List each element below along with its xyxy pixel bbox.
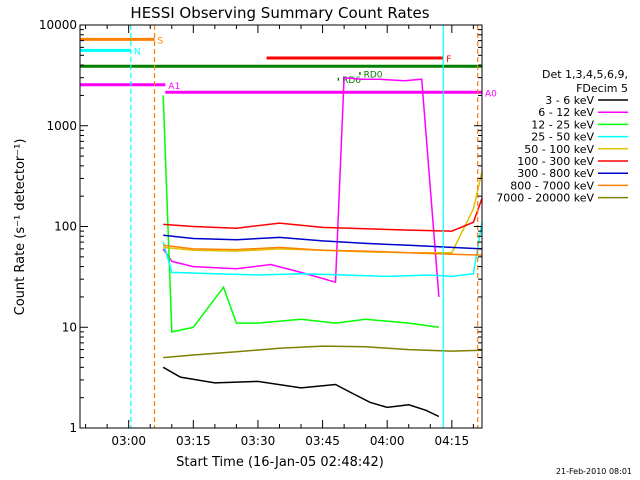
chart-title: HESSI Observing Summary Count Rates: [130, 4, 429, 22]
x-axis-label: Start Time (16-Jan-05 02:48:42): [176, 455, 384, 470]
x-tick-label-03-00: 03:00: [111, 434, 146, 448]
legend-label-100-300-kev: 100 - 300 keV: [517, 155, 594, 168]
y-axis-label: Count Rate (s⁻¹ detector⁻¹): [13, 139, 28, 316]
y-tick-label-100: 100: [54, 220, 77, 234]
legend-label-50-100-kev: 50 - 100 keV: [524, 143, 594, 156]
legend-label-3-6-kev: 3 - 6 keV: [545, 94, 594, 107]
series-line-25-50-kev: [162, 222, 483, 278]
y-tick-label-10: 10: [62, 320, 77, 334]
legend-header-2: FDecim 5: [576, 82, 628, 95]
flag-label-rd6: RD6: [342, 76, 361, 86]
footer-date: 21-Feb-2010 08:01: [556, 467, 632, 476]
flag-label-n: N: [134, 47, 141, 57]
legend-label-12-25-kev: 12 - 25 keV: [531, 118, 594, 131]
flag-label-s: S: [158, 36, 164, 46]
series-line-3-6-kev: [162, 366, 440, 418]
x-ticks-layer: 03:00 03:15 03:30 03:45 04:00 04:15: [85, 25, 474, 448]
legend-label-7000-20000-kev: 7000 - 20000 keV: [496, 192, 594, 205]
flag-label-rd0: RD0: [364, 71, 383, 81]
y-ticks-layer: 1 10 100 1000 10000: [39, 18, 482, 435]
legend-header-1: Det 1,3,4,5,6,9,: [542, 68, 628, 81]
y-tick-label-1000: 1000: [46, 119, 77, 133]
series-line-300-800-kev: [163, 234, 483, 250]
flag-label-f: F: [446, 55, 451, 65]
series-line-800-7000-kev: [163, 244, 483, 256]
flag-label-a0: A0: [485, 89, 497, 99]
series-line-100-300-kev: [163, 198, 483, 232]
series-line-12-25-kev: [162, 95, 440, 333]
legend-label-300-800-kev: 300 - 800 keV: [517, 167, 594, 180]
x-tick-label-03-45: 03:45: [305, 434, 340, 448]
legend-label-25-50-kev: 25 - 50 keV: [531, 131, 594, 144]
y-tick-label-10000: 10000: [39, 18, 77, 32]
x-tick-label-04-15: 04:15: [435, 434, 470, 448]
x-tick-label-03-30: 03:30: [241, 434, 276, 448]
x-tick-label-03-15: 03:15: [176, 434, 211, 448]
flag-label-a1: A1: [168, 82, 180, 92]
series-line-6-12-kev: [162, 76, 440, 297]
legend-label-800-7000-kev: 800 - 7000 keV: [510, 179, 594, 192]
series-line-7000-20000-kev: [163, 345, 483, 359]
series-layer: [162, 76, 483, 418]
legend-label-6-12-kev: 6 - 12 keV: [538, 106, 594, 119]
x-tick-label-04-00: 04:00: [370, 434, 405, 448]
y-tick-label-1: 1: [69, 421, 77, 435]
